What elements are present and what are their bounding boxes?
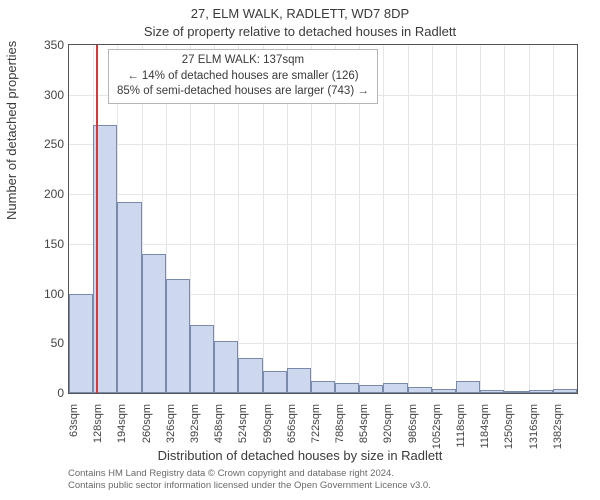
footer-line2: Contains public sector information licen… <box>68 480 431 492</box>
gridline-v <box>383 45 384 393</box>
y-tick-label: 300 <box>24 88 64 102</box>
histogram-bar <box>480 390 504 393</box>
histogram-bar <box>69 294 93 393</box>
y-axis-label: Number of detached properties <box>4 41 19 220</box>
histogram-bar <box>553 389 577 393</box>
histogram-bar <box>311 381 335 393</box>
histogram-bar <box>359 385 383 393</box>
histogram-bar <box>383 383 407 393</box>
annotation-line1: 27 ELM WALK: 137sqm <box>117 53 369 69</box>
annotation-line3: 85% of semi-detached houses are larger (… <box>117 84 369 100</box>
x-axis-label: Distribution of detached houses by size … <box>0 448 600 463</box>
annotation-line2: ← 14% of detached houses are smaller (12… <box>117 69 369 85</box>
gridline-v <box>553 45 554 393</box>
y-tick-label: 50 <box>24 336 64 350</box>
gridline-v <box>408 45 409 393</box>
gridline-h <box>69 194 577 195</box>
footer-attribution: Contains HM Land Registry data © Crown c… <box>68 468 431 493</box>
marker-line <box>96 45 98 393</box>
gridline-h <box>69 244 577 245</box>
y-tick-label: 250 <box>24 137 64 151</box>
histogram-bar <box>263 371 287 393</box>
histogram-bar <box>335 383 359 393</box>
gridline-v <box>529 45 530 393</box>
gridline-v <box>480 45 481 393</box>
histogram-bar <box>117 202 141 393</box>
histogram-bar <box>456 381 480 393</box>
histogram-bar <box>238 358 262 393</box>
histogram-bar <box>190 325 214 393</box>
histogram-bar <box>432 389 456 393</box>
chart-title-line1: 27, ELM WALK, RADLETT, WD7 8DP <box>0 6 600 21</box>
gridline-v <box>504 45 505 393</box>
footer-line1: Contains HM Land Registry data © Crown c… <box>68 468 431 480</box>
y-tick-label: 200 <box>24 187 64 201</box>
histogram-bar <box>287 368 311 393</box>
y-tick-label: 0 <box>24 386 64 400</box>
gridline-v <box>456 45 457 393</box>
gridline-v <box>432 45 433 393</box>
histogram-bar <box>142 254 166 393</box>
histogram-bar <box>529 390 553 393</box>
histogram-bar <box>408 387 432 393</box>
chart-title-line2: Size of property relative to detached ho… <box>0 24 600 39</box>
histogram-bar <box>504 391 528 393</box>
y-tick-label: 350 <box>24 38 64 52</box>
histogram-bar <box>166 279 190 393</box>
gridline-h <box>69 144 577 145</box>
y-tick-label: 100 <box>24 287 64 301</box>
annotation-box: 27 ELM WALK: 137sqm ← 14% of detached ho… <box>108 49 378 104</box>
y-tick-label: 150 <box>24 237 64 251</box>
histogram-bar <box>214 341 238 393</box>
